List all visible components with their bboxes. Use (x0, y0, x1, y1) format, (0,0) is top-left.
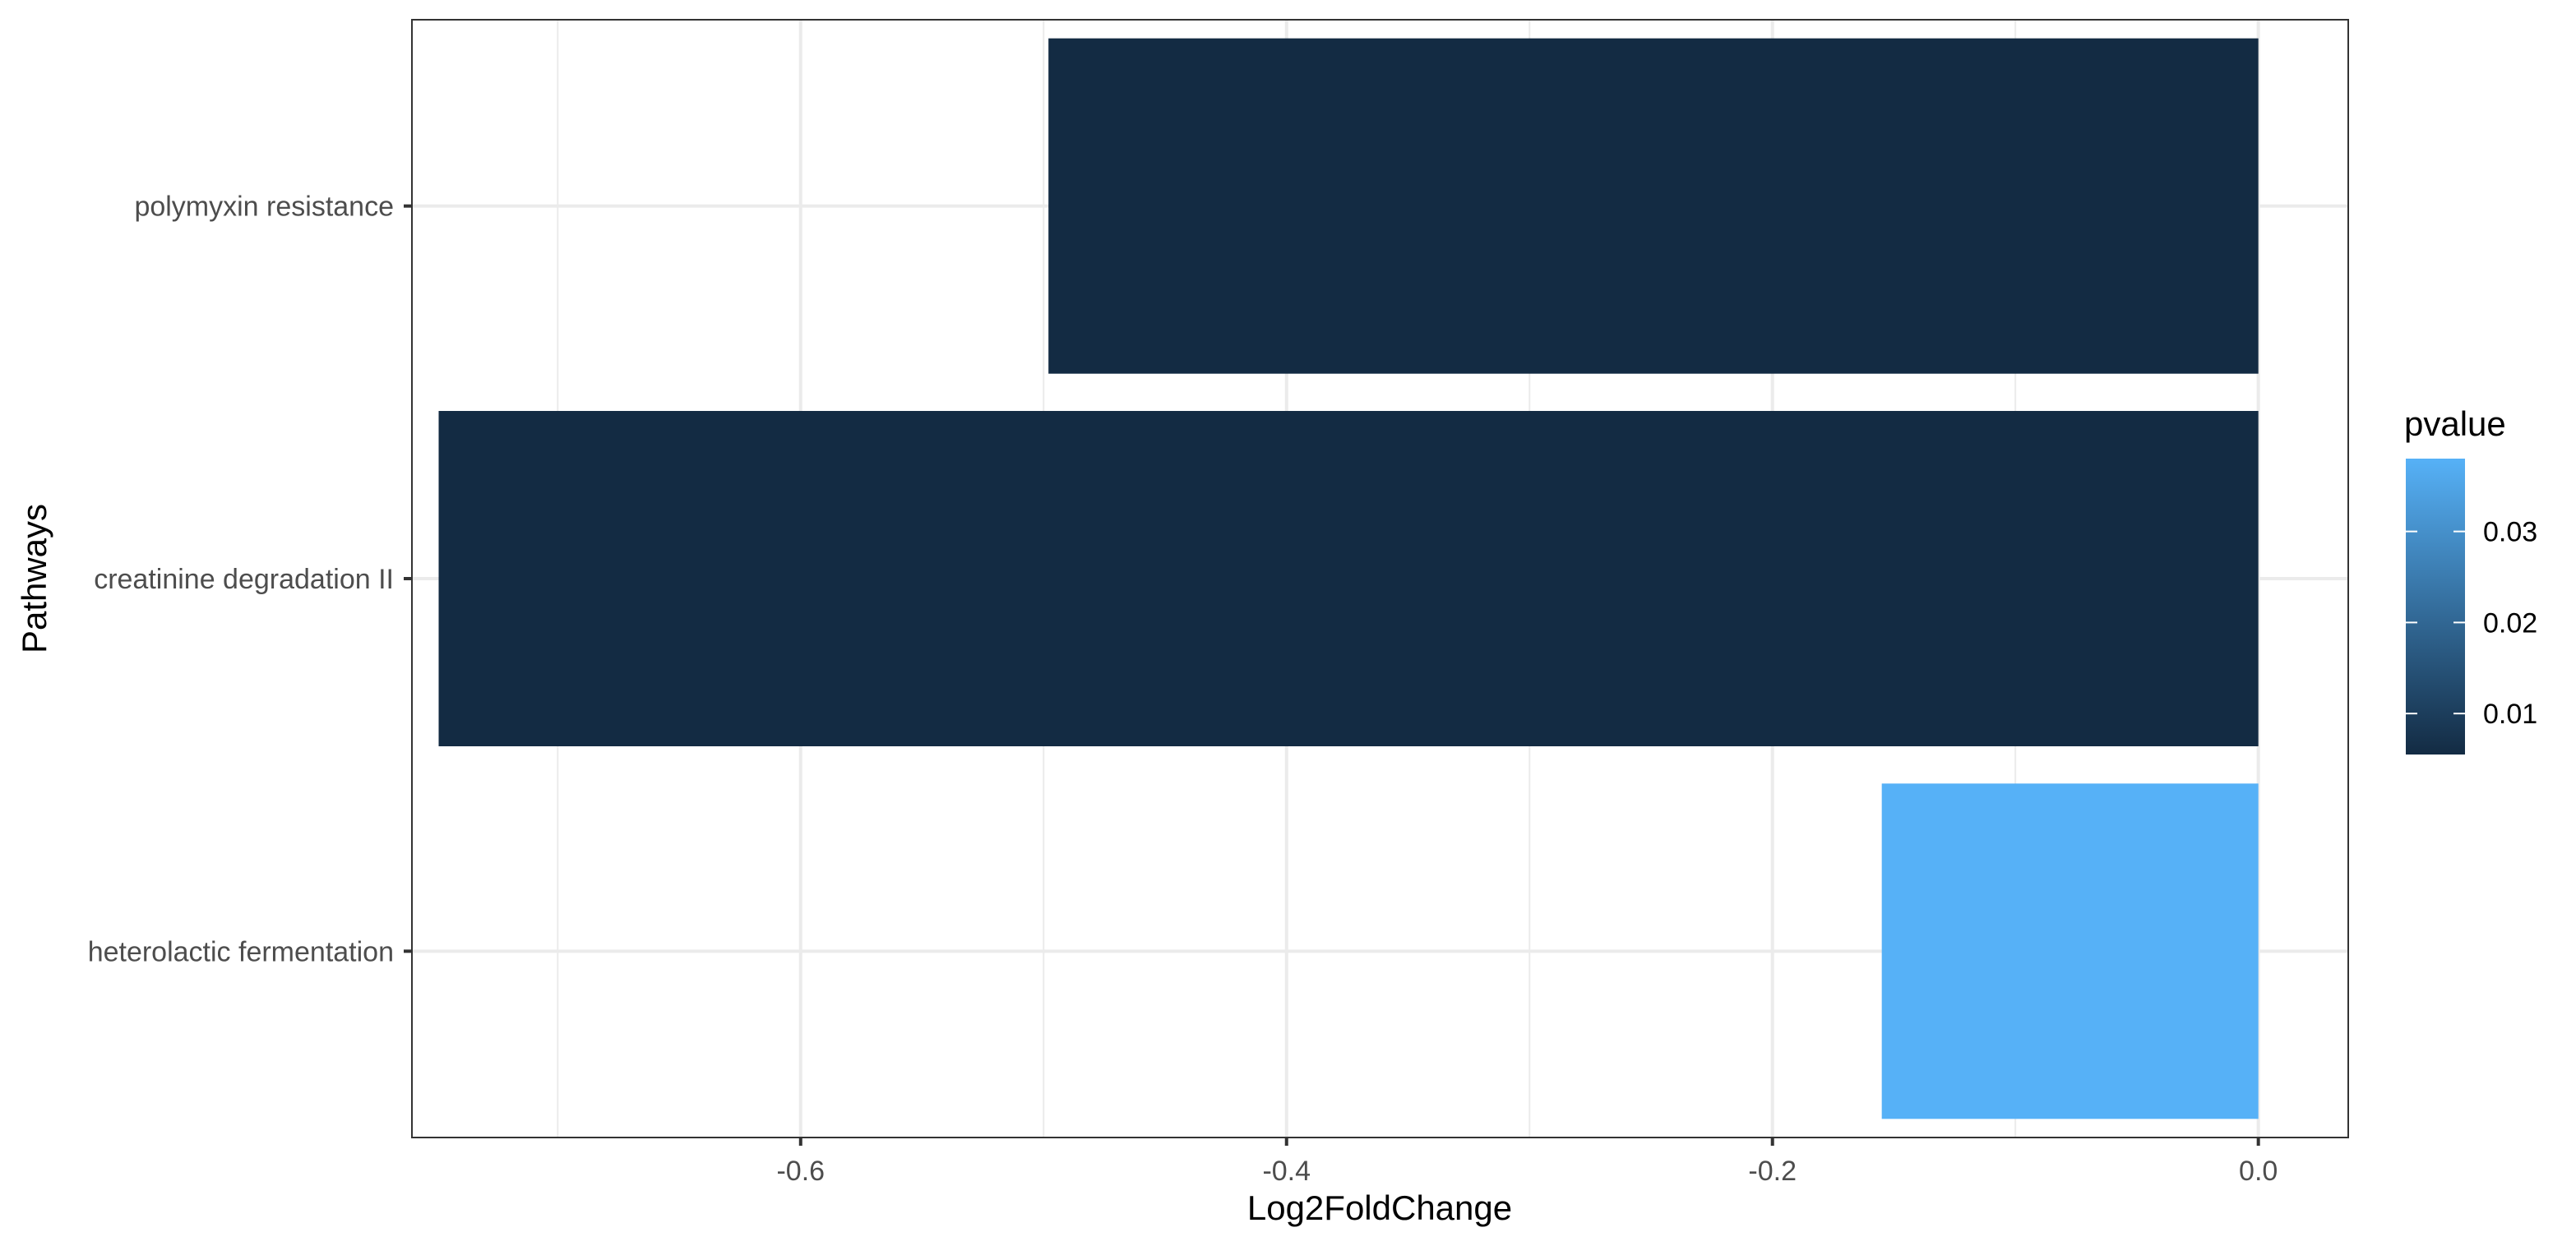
x-tick-label: -0.4 (1262, 1156, 1311, 1187)
y-tick-label: creatinine degradation II (94, 564, 394, 595)
y-axis: polymyxin resistance creatinine degradati… (88, 192, 412, 967)
colorbar-tick-label: 0.02 (2483, 607, 2537, 639)
x-axis-title: Log2FoldChange (1247, 1188, 1512, 1227)
bar-heterolactic-fermentation (1881, 783, 2259, 1119)
y-axis-title: Pathways (15, 504, 53, 653)
bar-polymyxin-resistance (1048, 38, 2259, 374)
y-tick-label: heterolactic fermentation (88, 936, 394, 967)
bars (438, 38, 2259, 1119)
x-axis: -0.6 -0.4 -0.2 0.0 (776, 1138, 2278, 1187)
bar-creatinine-degradation-ii (438, 411, 2259, 746)
colorbar-tick-label: 0.03 (2483, 517, 2537, 548)
legend: pvalue 0.01 0.02 0.03 (2404, 404, 2537, 755)
x-tick-label: -0.6 (776, 1156, 825, 1187)
x-tick-label: 0.0 (2239, 1156, 2278, 1187)
y-tick-label: polymyxin resistance (134, 192, 394, 223)
colorbar (2406, 459, 2465, 755)
legend-title: pvalue (2404, 404, 2506, 443)
colorbar-tick-label: 0.01 (2483, 699, 2537, 730)
x-tick-label: -0.2 (1748, 1156, 1797, 1187)
